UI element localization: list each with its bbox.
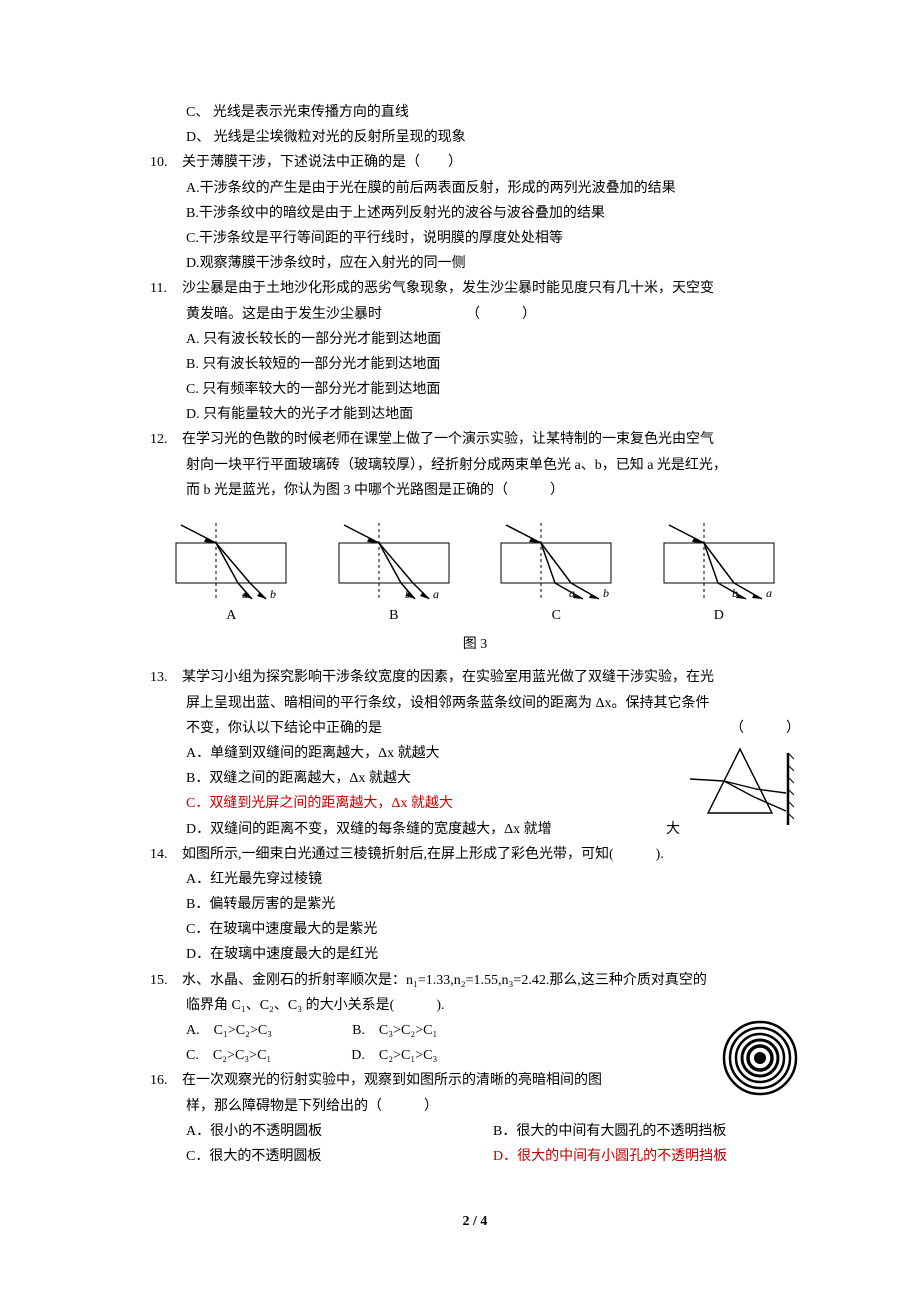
page-number: 2 / 4 [150, 1209, 800, 1234]
svg-text:b: b [732, 586, 738, 600]
q13: 13. 某学习小组为探究影响干涉条纹宽度的因素，在实验室用蓝光做了双缝干涉实验，… [150, 665, 800, 690]
q13-opt-d: D．双缝间的距离不变，双缝的每条缝的宽度越大，Δx 就增 大 [150, 817, 680, 842]
q16-stem2: 样，那么障碍物是下列给出的（ ） [150, 1094, 800, 1119]
q15-opts-ab: A. C₁>C₂>C₃ B. C₃>C₂>C₁ [150, 1018, 710, 1043]
q14-stem: 如图所示,一细束白光通过三棱镜折射后,在屏上形成了彩色光带，可知( ). [182, 842, 800, 867]
q16-opt-b: B．很大的中间有大圆孔的不透明挡板 [493, 1119, 800, 1144]
q14-opt-b: B．偏转最厉害的是紫光 [150, 892, 800, 917]
q10-opt-c: C.干涉条纹是平行等间距的平行线时，说明膜的厚度处处相等 [150, 226, 800, 251]
q12-fig-b: b a B [329, 513, 459, 628]
q11: 11. 沙尘暴是由于土地沙化形成的恶劣气象现象，发生沙尘暴时能见度只有几十米，天… [150, 276, 800, 301]
q11-num: 11. [150, 276, 182, 301]
q9-opt-d: D、 光线是尘埃微粒对光的反射所呈现的现象 [150, 125, 800, 150]
q16-opt-a: A．很小的不透明圆板 [186, 1119, 493, 1144]
svg-text:a: a [569, 586, 575, 600]
q16: 16. 在一次观察光的衍射实验中，观察到如图所示的清晰的亮暗相间的图 [150, 1068, 710, 1093]
q15-opt-d: D. C₂>C₁>C₃ [351, 1043, 437, 1068]
q14: 14. 如图所示,一细束白光通过三棱镜折射后,在屏上形成了彩色光带，可知( ). [150, 842, 800, 867]
q14-opt-d: D．在玻璃中速度最大的是红光 [150, 942, 800, 967]
q11-opt-b: B. 只有波长较短的一部分光才能到达地面 [150, 352, 800, 377]
q15-opts-cd: C. C₂>C₃>C₁ D. C₂>C₁>C₃ [150, 1043, 710, 1068]
svg-text:a: a [766, 586, 772, 600]
q12-stem3: 而 b 光是蓝光，你认为图 3 中哪个光路图是正确的（ ） [150, 478, 800, 503]
q10-stem: 关于薄膜干涉，下述说法中正确的是（ ） [182, 150, 800, 175]
q15-opt-b: B. C₃>C₂>C₁ [352, 1018, 437, 1043]
q13-stem3: 不变，你认以下结论中正确的是（ ） [150, 716, 800, 741]
q10-num: 10. [150, 150, 182, 175]
q13-stem1: 某学习小组为探究影响干涉条纹宽度的因素，在实验室用蓝光做了双缝干涉实验，在光 [182, 665, 800, 690]
q12-stem1: 在学习光的色散的时候老师在课堂上做了一个演示实验，让某特制的一束复色光由空气 [182, 427, 800, 452]
q14-opt-c: C．在玻璃中速度最大的是紫光 [150, 917, 800, 942]
q12-caption: 图 3 [150, 632, 800, 657]
q15-opt-a: A. C₁>C₂>C₃ [186, 1018, 272, 1043]
q12-fig-a: a b A [166, 513, 296, 628]
q12-fig-d: b a D [654, 513, 784, 628]
q13-num: 13. [150, 665, 182, 690]
q16-num: 16. [150, 1068, 182, 1093]
q14-opt-a: A．红光最先穿过棱镜 [150, 867, 800, 892]
q11-opt-c: C. 只有频率较大的一部分光才能到达地面 [150, 377, 800, 402]
q11-stem2: 黄发暗。这是由于发生沙尘暴时（ ） [150, 302, 800, 327]
q15-stem1: 水、水晶、金刚石的折射率顺次是：n₁=1.33,n₂=1.55,n₃=2.42.… [182, 968, 800, 993]
q10-opt-d: D.观察薄膜干涉条纹时，应在入射光的同一侧 [150, 251, 800, 276]
q12-figures: a b A b a B [150, 513, 800, 628]
q12: 12. 在学习光的色散的时候老师在课堂上做了一个演示实验，让某特制的一束复色光由… [150, 427, 800, 452]
q15: 15. 水、水晶、金刚石的折射率顺次是：n₁=1.33,n₂=1.55,n₃=2… [150, 968, 800, 993]
q10-opt-b: B.干涉条纹中的暗纹是由于上述两列反射光的波谷与波谷叠加的结果 [150, 201, 800, 226]
svg-text:b: b [603, 586, 609, 600]
q16-stem1: 在一次观察光的衍射实验中，观察到如图所示的清晰的亮暗相间的图 [182, 1068, 710, 1093]
q15-num: 15. [150, 968, 182, 993]
q16-diffraction-figure [720, 1018, 800, 1098]
q16-opt-c: C．很大的不透明圆板 [186, 1144, 493, 1169]
q11-opt-a: A. 只有波长较长的一部分光才能到达地面 [150, 327, 800, 352]
svg-text:b: b [270, 587, 276, 601]
q9-opt-c: C、 光线是表示光束传播方向的直线 [150, 100, 800, 125]
q14-prism-figure [690, 741, 800, 831]
q15-opt-c: C. C₂>C₃>C₁ [186, 1043, 271, 1068]
q10-opt-a: A.干涉条纹的产生是由于光在膜的前后两表面反射，形成的两列光波叠加的结果 [150, 176, 800, 201]
q14-num: 14. [150, 842, 182, 867]
q10: 10. 关于薄膜干涉，下述说法中正确的是（ ） [150, 150, 800, 175]
q12-num: 12. [150, 427, 182, 452]
svg-text:b: b [405, 587, 411, 601]
svg-text:a: a [433, 587, 439, 601]
q16-opts-cd: C．很大的不透明圆板 D．很大的中间有小圆孔的不透明挡板 [150, 1144, 800, 1169]
q16-opts-ab: A．很小的不透明圆板 B．很大的中间有大圆孔的不透明挡板 [150, 1119, 800, 1144]
q12-fig-c: a b C [491, 513, 621, 628]
q12-stem2: 射向一块平行平面玻璃砖（玻璃较厚），经折射分成两束单色光 a、b，已知 a 光是… [150, 453, 800, 478]
svg-text:a: a [242, 587, 248, 601]
q15-stem2: 临界角 C₁、C₂、C₃ 的大小关系是( ). [150, 993, 800, 1018]
q16-opt-d: D．很大的中间有小圆孔的不透明挡板 [493, 1144, 800, 1169]
q11-stem1: 沙尘暴是由于土地沙化形成的恶劣气象现象，发生沙尘暴时能见度只有几十米，天空变 [182, 276, 800, 301]
q13-stem2: 屏上呈现出蓝、暗相间的平行条纹，设相邻两条蓝条纹间的距离为 Δx。保持其它条件 [150, 691, 800, 716]
q11-opt-d: D. 只有能量较大的光子才能到达地面 [150, 402, 800, 427]
